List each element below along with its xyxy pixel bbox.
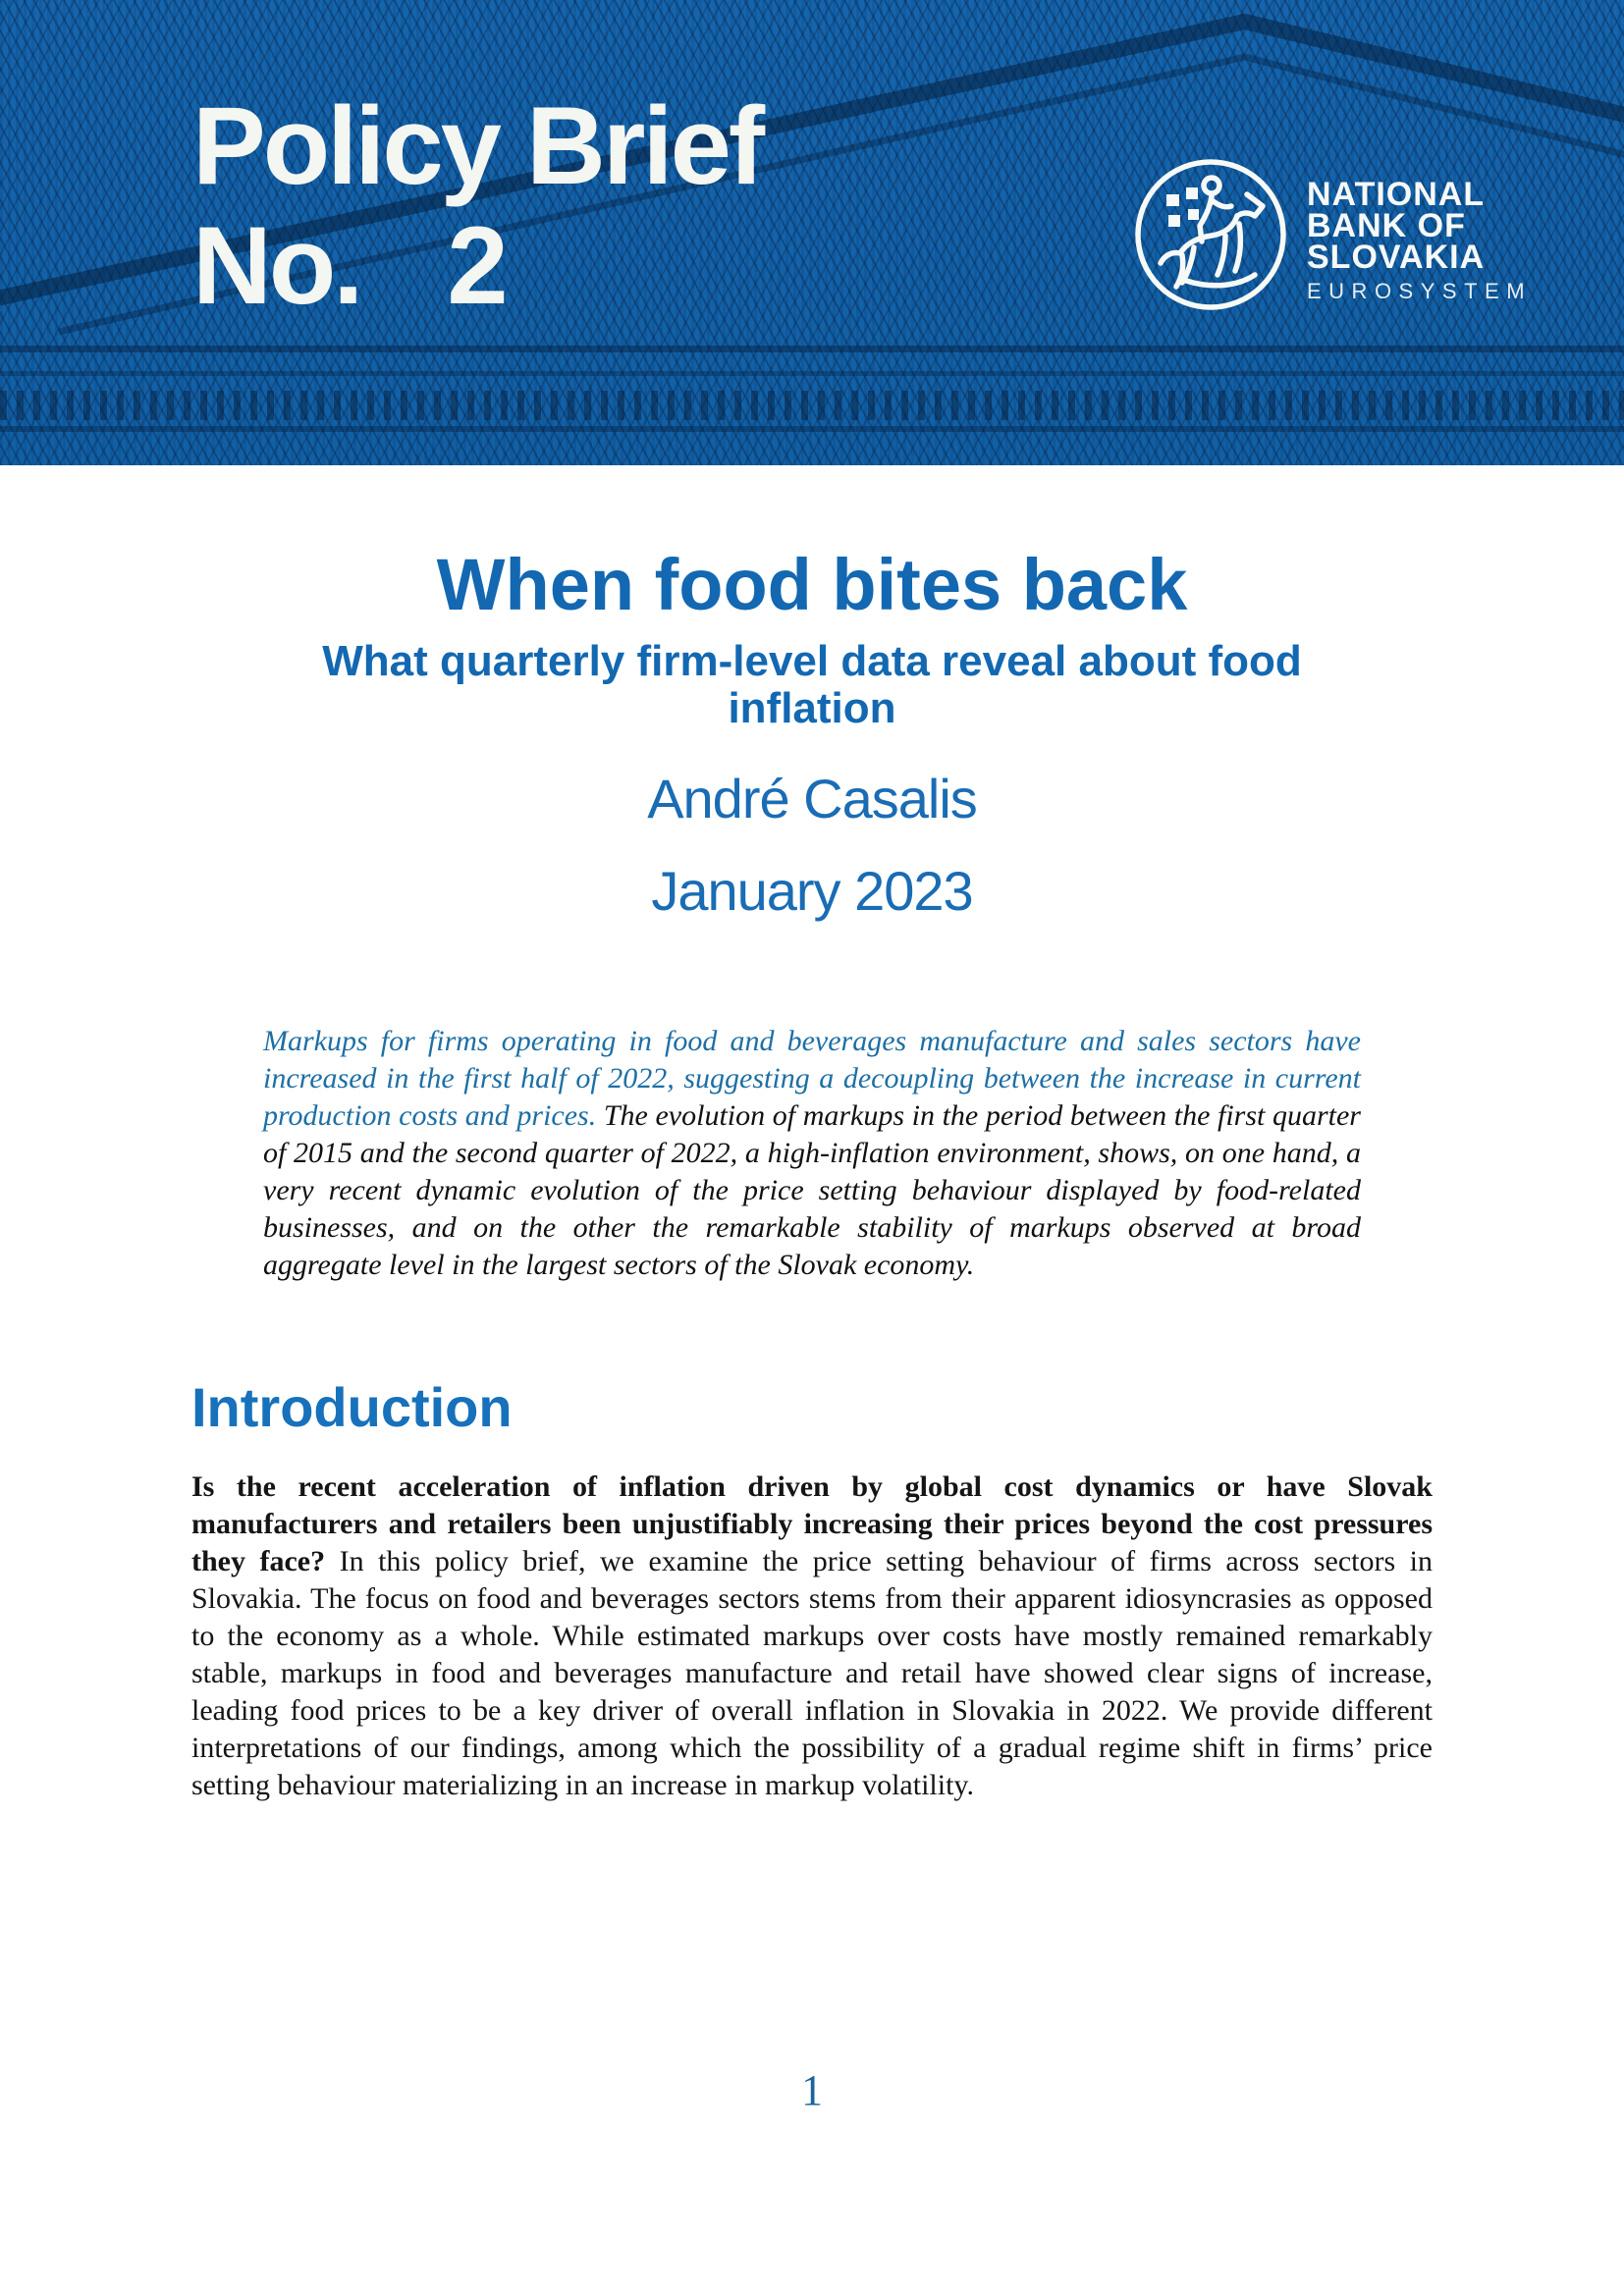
banknote-building-engraving	[0, 13, 1624, 432]
author-name: André Casalis	[647, 768, 978, 829]
document-title: When food bites back	[436, 544, 1188, 625]
introduction-lead-question: Is the recent acceleration of inflation …	[191, 1470, 1433, 1577]
document-subtitle: What quarterly firm-level data reveal ab…	[322, 637, 1302, 732]
nbs-name-line2: BANK OF	[1307, 207, 1466, 244]
introduction-body-text: In this policy brief, we examine the pri…	[191, 1545, 1433, 1801]
nbs-name-line1: NATIONAL	[1307, 176, 1486, 213]
nbs-wordmark: NATIONAL BANK OF SLOVAKIA EUROSYSTEM	[1307, 176, 1533, 303]
abstract-highlight-text: Markups for firms operating in food and …	[263, 1025, 1361, 1132]
nbs-rider-emblem-icon	[1135, 159, 1286, 310]
issue-line: No. 2	[192, 206, 762, 326]
issue-prefix: No.	[192, 204, 363, 327]
abstract-rest-text: The evolution of markups in the period b…	[263, 1099, 1361, 1281]
header-banner: Policy Brief No. 2	[0, 0, 1624, 465]
publication-date: January 2023	[651, 860, 973, 922]
page-number: 1	[801, 2066, 823, 2114]
eurosystem-label: EUROSYSTEM	[1307, 279, 1533, 303]
engraving-dentil-band	[0, 391, 1624, 420]
policy-brief-title: Policy Brief	[192, 84, 765, 207]
nbs-name-line3: SLOVAKIA	[1307, 239, 1486, 276]
introduction-paragraph: Is the recent acceleration of inflation …	[191, 1468, 1433, 1804]
issue-number: 2	[447, 204, 508, 327]
policy-brief-masthead: Policy Brief No. 2	[192, 84, 765, 326]
abstract-paragraph: Markups for firms operating in food and …	[263, 1023, 1361, 1284]
introduction-heading: Introduction	[191, 1376, 513, 1438]
